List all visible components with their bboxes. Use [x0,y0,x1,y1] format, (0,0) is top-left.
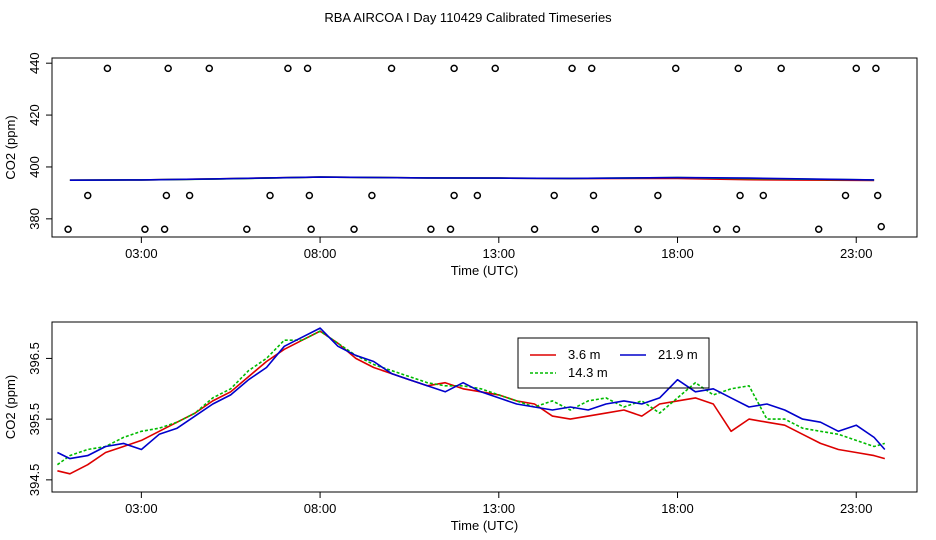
calibration-point [777,64,785,73]
calibration-point [446,225,455,233]
y-tick-label: 395.5 [27,403,42,436]
legend: 3.6 m 14.3 m 21.9 m [517,337,710,389]
x-tick-label: 23:00 [840,246,873,261]
calibration-point [164,64,172,73]
figure-title: RBA AIRCOA I Day 110429 Calibrated Times… [324,10,612,25]
y-tick-label: 396.5 [27,342,42,375]
y-axis-label: CO2 (ppm) [3,375,18,439]
plot-frame [51,321,918,493]
x-tick-label: 23:00 [840,501,873,516]
calibration-point [473,191,482,200]
x-tick-label: 08:00 [304,246,337,261]
x-axis-label: Time (UTC) [451,263,518,278]
plot-frame [51,57,918,238]
calibration-point [284,64,292,73]
x-tick-label: 18:00 [661,246,694,261]
calibration-point [587,64,596,73]
calibration-point [305,191,314,200]
calibration-point [141,225,149,233]
series-line-2 [69,176,875,181]
calibration-point [736,191,744,200]
calibration-point [530,225,539,233]
x-tick-label: 18:00 [661,501,694,516]
calibration-point [450,64,458,73]
calibration-point [185,191,194,200]
calibration-point [568,64,576,73]
y-tick-label: 380 [27,208,42,230]
calibration-point [877,222,886,231]
legend-box [517,337,710,389]
series-line-2 [57,327,886,460]
calibration-point [550,191,558,200]
calibration-point [387,64,396,73]
calibration-point [307,225,315,233]
calibration-point [589,191,598,200]
y-tick-label: 394.5 [27,464,42,497]
calibration-point [671,64,680,73]
legend-label-2: 21.9 m [658,347,698,362]
legend-label-1: 14.3 m [568,365,608,380]
calibration-point [852,64,860,73]
calibration-point [634,225,642,233]
calibration-point [591,225,600,233]
calibration-point [759,191,768,200]
calibration-point [243,225,251,233]
calibration-point [491,64,499,73]
y-tick-label: 400 [27,156,42,178]
calibration-point [814,225,823,233]
y-tick-label: 440 [27,52,42,74]
calibration-point [872,64,880,73]
series-line-0 [57,330,886,475]
bottom-panel: 03:00 08:00 13:00 18:00 23:00 394.5 395.5 396.5… [3,321,918,533]
calibration-point [450,191,458,200]
legend-label-0: 3.6 m [568,347,601,362]
calibration-point [266,191,274,200]
calibration-point [713,225,721,233]
x-tick-label: 08:00 [304,501,337,516]
calibration-point [103,64,112,73]
x-tick-label: 13:00 [483,501,516,516]
calibration-point [205,64,214,73]
calibration-point [841,191,850,200]
calibration-point [732,225,741,233]
y-tick-label: 420 [27,104,42,126]
x-tick-label: 03:00 [125,501,158,516]
calibration-point [162,191,171,200]
x-axis-label: Time (UTC) [451,518,518,533]
calibration-point [734,64,743,73]
calibration-point [368,191,376,200]
calibration-point [303,64,312,73]
calibration-point [64,225,72,233]
calibration-point [654,191,662,200]
series-line-1 [56,330,886,466]
calibration-point [160,225,169,233]
calibration-point [873,191,882,200]
y-axis-label: CO2 (ppm) [3,115,18,179]
x-tick-label: 03:00 [125,246,158,261]
calibration-point [427,225,435,233]
calibration-point [83,191,92,200]
x-tick-label: 13:00 [483,246,516,261]
top-panel: 03:00 08:00 13:00 18:00 23:00 380 400 420 440 Tim… [3,52,918,278]
calibration-point [350,225,358,233]
